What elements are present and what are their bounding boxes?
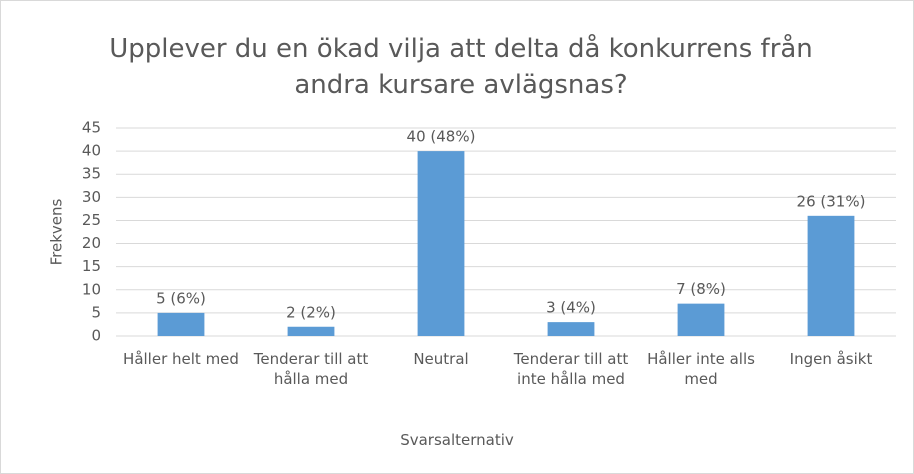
y-tick-label: 20 [82,234,101,252]
x-tick-label: Tenderar till att inte hålla med [513,350,629,388]
y-tick-label: 25 [82,211,101,229]
x-tick-label: Tenderar till att hålla med [253,350,369,388]
x-tick-label: Håller inte alls med [647,350,755,388]
data-label: 26 (31%) [797,192,866,210]
data-label: 7 (8%) [676,280,726,298]
y-tick-label: 35 [82,165,101,183]
y-axis-label: Frekvens [48,198,66,265]
y-tick-label: 0 [91,327,101,345]
x-tick-label: Neutral [413,350,469,368]
data-label: 5 (6%) [156,289,206,307]
y-tick-label: 10 [82,280,101,298]
y-tick-label: 45 [82,119,101,137]
data-label: 3 (4%) [546,299,596,317]
data-label: 40 (48%) [407,128,476,146]
x-axis-label: Svarsalternativ [400,431,514,449]
x-tick-label: Håller helt med [123,350,239,368]
y-tick-label: 15 [82,257,101,275]
bar [287,326,335,336]
bar [417,151,465,336]
y-tick-label: 30 [82,188,101,206]
x-tick-label: Ingen åsikt [789,350,873,368]
bar [547,322,595,336]
bar [157,312,205,336]
y-tick-label: 40 [82,142,101,160]
bar [677,303,725,336]
bar [807,215,855,336]
data-label: 2 (2%) [286,303,336,321]
chart-title: Upplever du en ökad vilja att delta då k… [109,34,813,100]
y-tick-label: 5 [91,303,101,321]
